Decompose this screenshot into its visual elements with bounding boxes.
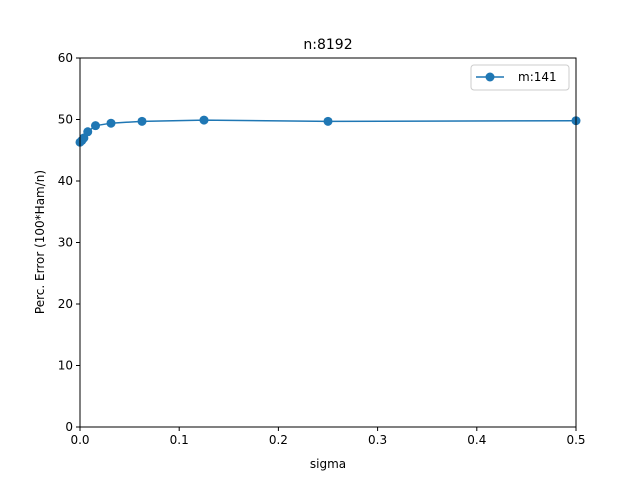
legend-label: m:141	[518, 70, 557, 84]
x-tick-label: 0.3	[368, 433, 387, 447]
x-tick-label: 0.1	[170, 433, 189, 447]
chart-title: n:8192	[303, 37, 352, 53]
plot-frame	[79, 57, 577, 428]
data-point	[106, 118, 116, 128]
data-point	[199, 115, 209, 125]
y-axis-label: Perc. Error (100*Ham/n)	[33, 170, 47, 314]
legend-marker	[485, 72, 495, 82]
data-point	[83, 127, 93, 137]
x-tick-label: 0.0	[70, 433, 89, 447]
x-axis-label: sigma	[310, 457, 346, 471]
data-point	[91, 121, 100, 131]
y-tick-label: 40	[58, 174, 73, 188]
x-tick-label: 0.4	[467, 433, 486, 447]
x-tick-label: 0.5	[566, 433, 585, 447]
legend-box	[470, 64, 570, 91]
y-tick-label: 0	[65, 420, 73, 434]
y-tick-label: 20	[58, 297, 73, 311]
y-tick-label: 50	[58, 113, 73, 127]
y-tick-label: 60	[58, 51, 73, 65]
y-tick-label: 30	[58, 236, 73, 250]
data-point	[137, 116, 147, 126]
data-point	[323, 116, 333, 126]
y-tick-label: 10	[58, 359, 73, 373]
x-tick-label: 0.2	[269, 433, 288, 447]
